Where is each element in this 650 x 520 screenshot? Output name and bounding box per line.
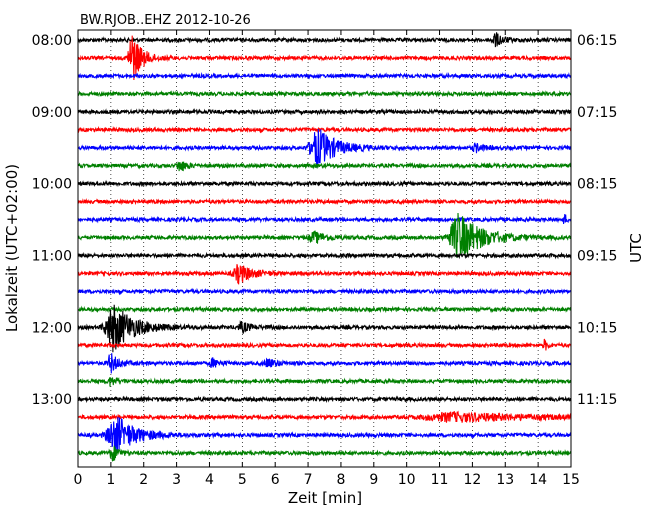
trace-24 bbox=[77, 445, 572, 462]
trace-1 bbox=[77, 32, 572, 48]
x-tick-label: 14 bbox=[529, 472, 547, 488]
right-time-label: 11:15 bbox=[577, 392, 617, 408]
trace-9 bbox=[77, 179, 572, 188]
x-tick-label: 7 bbox=[304, 472, 313, 488]
left-time-label: 13:00 bbox=[32, 392, 72, 408]
plot-frame bbox=[77, 29, 572, 468]
trace-18 bbox=[77, 338, 572, 351]
left-time-label: 10:00 bbox=[32, 177, 72, 193]
trace-7 bbox=[77, 129, 572, 168]
trace-11 bbox=[77, 214, 572, 225]
x-tick-label: 0 bbox=[74, 472, 83, 488]
trace-23 bbox=[77, 416, 572, 456]
trace-14 bbox=[77, 264, 572, 285]
trace-10 bbox=[77, 197, 572, 206]
trace-19 bbox=[77, 353, 572, 374]
trace-layer bbox=[77, 32, 572, 462]
x-tick-label: 1 bbox=[106, 472, 115, 488]
trace-12 bbox=[77, 212, 572, 258]
trace-15 bbox=[77, 287, 572, 296]
x-tick-label: 3 bbox=[172, 472, 181, 488]
axis-ticks: 0 1 2 3 4 5 6 7 8 9 10 11 12 13 14 1508:0009:0010:0011:… bbox=[32, 30, 617, 488]
left-time-label: 12:00 bbox=[32, 320, 72, 336]
trace-5 bbox=[77, 107, 572, 116]
trace-20 bbox=[77, 377, 572, 387]
x-tick-label: 11 bbox=[431, 472, 449, 488]
trace-22 bbox=[77, 410, 572, 424]
trace-13 bbox=[77, 251, 572, 260]
right-time-label: 10:15 bbox=[577, 320, 617, 336]
right-time-label: 09:15 bbox=[577, 249, 617, 265]
x-tick-label: 5 bbox=[238, 472, 247, 488]
x-tick-label: 6 bbox=[271, 472, 280, 488]
x-tick-label: 8 bbox=[336, 472, 345, 488]
trace-6 bbox=[77, 125, 572, 134]
x-axis-label: Zeit [min] bbox=[288, 489, 362, 507]
y-axis-label-left: Lokalzeit (UTC+02:00) bbox=[3, 164, 21, 332]
right-time-label: 07:15 bbox=[577, 105, 617, 121]
left-time-label: 08:00 bbox=[32, 33, 72, 49]
vertical-grid bbox=[110, 30, 539, 467]
trace-17 bbox=[77, 304, 572, 353]
x-tick-label: 9 bbox=[369, 472, 378, 488]
x-tick-label: 15 bbox=[562, 472, 580, 488]
trace-21 bbox=[77, 395, 572, 404]
trace-4 bbox=[77, 90, 572, 98]
y-axis-label-right: UTC bbox=[627, 233, 645, 263]
trace-2 bbox=[77, 35, 572, 81]
chart-title: BW.RJOB..EHZ 2012-10-26 bbox=[80, 13, 251, 28]
right-time-label: 06:15 bbox=[577, 33, 617, 49]
trace-3 bbox=[77, 71, 572, 80]
x-tick-label: 4 bbox=[205, 472, 214, 488]
left-time-label: 09:00 bbox=[32, 105, 72, 121]
right-time-label: 08:15 bbox=[577, 177, 617, 193]
x-tick-label: 2 bbox=[139, 472, 148, 488]
trace-8 bbox=[77, 161, 572, 172]
left-time-label: 11:00 bbox=[32, 249, 72, 265]
x-tick-label: 13 bbox=[496, 472, 514, 488]
x-tick-label: 10 bbox=[398, 472, 416, 488]
trace-16 bbox=[77, 305, 572, 314]
x-tick-label: 12 bbox=[463, 472, 481, 488]
